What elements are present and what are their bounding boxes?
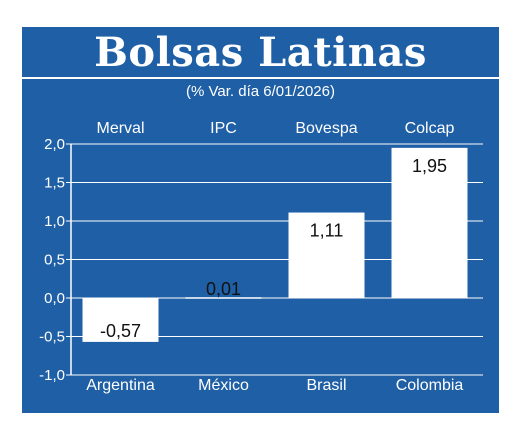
- bar: [391, 147, 468, 298]
- data-label: -0,57: [100, 321, 141, 341]
- top-label: Colcap: [405, 120, 455, 137]
- x-tick-label: Brasil: [306, 377, 346, 394]
- top-label: Merval: [96, 120, 144, 137]
- title-band: Bolsas Latinas: [22, 27, 499, 79]
- x-tick-label: Argentina: [86, 377, 155, 394]
- bar: [82, 298, 159, 342]
- chart-title: Bolsas Latinas: [94, 28, 427, 76]
- y-tick-label: 1,5: [44, 175, 65, 192]
- top-label: Bovespa: [295, 120, 357, 137]
- y-tick-label: -0,5: [39, 329, 65, 346]
- y-tick-label: 0,0: [44, 290, 65, 307]
- y-tick-label: -1,0: [39, 367, 65, 384]
- bar: [185, 297, 262, 299]
- data-label: 1,95: [412, 156, 447, 176]
- data-label: 0,01: [206, 279, 241, 299]
- y-tick-label: 1,0: [44, 213, 65, 230]
- data-label: 1,11: [310, 221, 344, 241]
- y-tick-label: 0,5: [44, 252, 65, 269]
- top-label: IPC: [210, 120, 237, 137]
- x-tick-label: Colombia: [396, 377, 464, 394]
- x-tick-label: México: [198, 377, 249, 394]
- y-tick-label: 2,0: [44, 136, 65, 153]
- chart-subtitle: (% Var. día 6/01/2026): [186, 83, 335, 100]
- bar: [288, 212, 365, 298]
